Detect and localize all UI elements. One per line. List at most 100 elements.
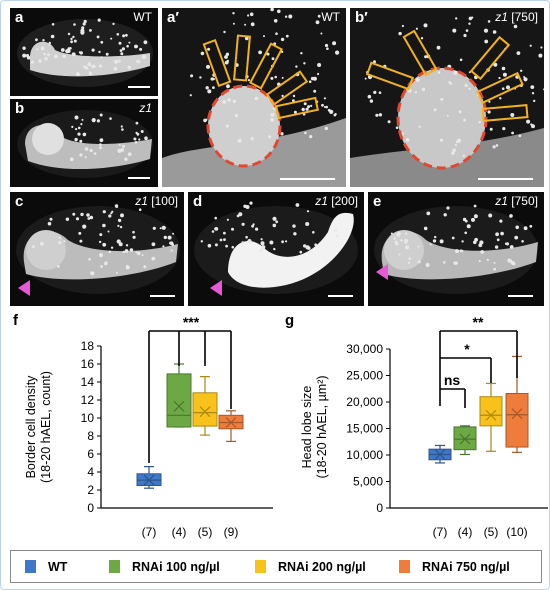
- significance-label: *: [464, 341, 470, 357]
- panel-a-image: a WT: [10, 8, 158, 96]
- embryo-illustration: [374, 204, 538, 294]
- panel-label: a: [15, 9, 24, 26]
- head-lobe-outline: [206, 84, 282, 168]
- scale-bar: [150, 295, 175, 297]
- y-tick-label: 4: [87, 465, 94, 479]
- scale-bar: [280, 178, 335, 180]
- y-tick-label: 15,000: [346, 422, 383, 436]
- y-tick-label: 8: [87, 429, 94, 443]
- legend: WT RNAi 100 ng/µl RNAi 200 ng/µl RNAi 75…: [10, 550, 542, 583]
- sample-size-label: (4): [172, 525, 187, 539]
- sample-size-label: (9): [224, 525, 239, 539]
- significance-label: ***: [183, 314, 200, 330]
- head-lobe-outline: [396, 66, 488, 170]
- significance-label: ns: [444, 372, 461, 388]
- embryo-illustration: [17, 18, 153, 87]
- chart-head-lobe-size: 0 5,000 10,000 15,000 20,000 25,000 30,000 Head…: [300, 314, 548, 539]
- sample-size-label: (5): [198, 525, 213, 539]
- box-rnai-750: [218, 410, 244, 442]
- y-tick-label: 18: [81, 339, 95, 353]
- genotype-label: WT: [133, 10, 152, 24]
- y-tick-label: 5,000: [353, 475, 383, 489]
- y-tick-label: 10: [81, 411, 95, 425]
- chart-border-cell-density: 0 2 4 6 8 10 12 14 16 18 Border cell density(18-20…: [24, 314, 273, 539]
- arrowhead-icon: [210, 280, 222, 296]
- box-rnai-200: [192, 375, 218, 436]
- legend-swatch: [109, 560, 120, 573]
- scale-bar: [508, 295, 533, 297]
- mean-marker: [199, 406, 211, 418]
- mean-marker: [511, 408, 523, 420]
- genotype-label: WT: [321, 10, 340, 24]
- arrowhead-icon: [376, 264, 388, 280]
- scale-bar: [328, 295, 353, 297]
- panel-label: a′: [167, 9, 179, 26]
- legend-swatch: [255, 560, 266, 573]
- significance-bracket: *: [439, 341, 492, 389]
- box-wt: [428, 444, 452, 464]
- significance-label: **: [473, 314, 484, 330]
- sample-size-label: (7): [433, 525, 448, 539]
- y-tick-label: 30,000: [346, 342, 383, 356]
- embryo-illustration: [194, 201, 358, 296]
- sample-size-label: (10): [506, 525, 527, 539]
- panel-label: b: [15, 100, 25, 117]
- mean-marker: [173, 400, 185, 412]
- mean-marker: [143, 474, 155, 486]
- legend-swatch: [399, 560, 410, 573]
- sample-size-label: (4): [458, 525, 473, 539]
- embryo-illustration: [17, 110, 153, 178]
- box: [479, 396, 503, 427]
- box: [505, 393, 529, 448]
- panel-c-image: c z1 [100]: [10, 192, 184, 306]
- box-rnai-100: [453, 425, 477, 456]
- y-tick-label: 10,000: [346, 448, 383, 462]
- box: [192, 392, 218, 427]
- mean-marker: [225, 417, 237, 428]
- y-tick-label: 14: [81, 375, 95, 389]
- embryo-closeup-illustration: [350, 8, 544, 187]
- significance-bracket: **: [439, 314, 518, 378]
- embryo-illustration: [16, 204, 180, 296]
- y-axis-label: Border cell density(18-20 hAEL, count): [24, 371, 53, 483]
- y-tick-label: 20,000: [346, 395, 383, 409]
- scale-bar: [478, 178, 533, 180]
- mean-marker: [485, 409, 497, 421]
- y-tick-label: 6: [87, 447, 94, 461]
- genotype-label: z1 [200]: [315, 194, 358, 208]
- panel-b-image: b z1: [10, 99, 158, 187]
- box-wt: [136, 466, 162, 489]
- scale-bar: [128, 177, 150, 179]
- y-tick-label: 2: [87, 483, 94, 497]
- panel-e-image: e z1 [750]: [368, 192, 544, 306]
- legend-swatch: [25, 560, 36, 573]
- embryo-closeup-illustration: [162, 8, 346, 187]
- box: [166, 373, 192, 428]
- y-tick-label: 12: [81, 393, 95, 407]
- scale-bar: [128, 86, 150, 88]
- border-cell-rays: [365, 29, 529, 122]
- legend-item-rnai-100: RNAi 100 ng/µl: [109, 559, 220, 575]
- panel-label: e: [373, 193, 382, 210]
- sample-size-label: (5): [484, 525, 499, 539]
- genotype-label: z1 [750]: [495, 194, 538, 208]
- panel-a-prime-image: a′ WT: [162, 8, 346, 187]
- box-rnai-200: [479, 382, 503, 452]
- mean-marker: [434, 449, 446, 460]
- legend-item-wt: WT: [25, 559, 67, 575]
- panel-b-prime-image: b′ z1 [750]: [350, 8, 544, 187]
- genotype-label: z1 [750]: [495, 10, 538, 24]
- arrowhead-icon: [18, 280, 30, 296]
- panel-label: b′: [355, 9, 368, 26]
- y-axis-label: Head lobe size(18-20 hAEL, µm²): [300, 375, 329, 478]
- panel-label-g: g: [285, 312, 295, 329]
- panel-d-image: d z1 [200]: [188, 192, 364, 306]
- sample-size-label: (7): [142, 525, 157, 539]
- y-tick-label: 25,000: [346, 369, 383, 383]
- panel-label: d: [193, 193, 203, 210]
- y-tick-label: 0: [87, 501, 94, 515]
- significance-bracket: ***: [148, 314, 232, 463]
- significance-bracket: ns: [439, 372, 466, 408]
- genotype-label: z1 [100]: [135, 194, 178, 208]
